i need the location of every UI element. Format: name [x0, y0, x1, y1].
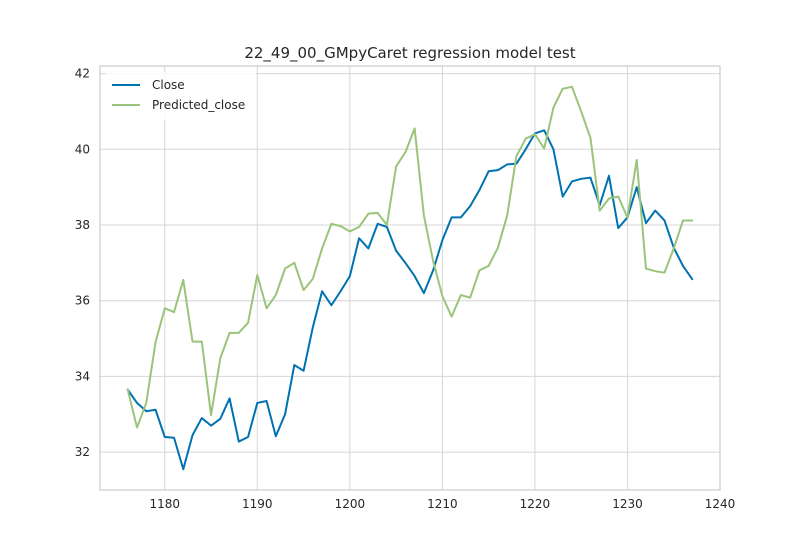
legend-label-predicted: Predicted_close	[152, 98, 245, 112]
y-tick-label: 32	[75, 445, 90, 459]
x-tick-label: 1200	[335, 497, 366, 511]
y-tick-label: 36	[75, 294, 90, 308]
series-line-predicted-close	[126, 85, 694, 429]
chart-title: 22_49_00_GMpyCaret regression model test	[244, 44, 575, 63]
legend: Close Predicted_close	[106, 72, 256, 120]
y-tick-label: 40	[75, 142, 90, 156]
legend-label-close: Close	[152, 78, 185, 92]
x-tick-label: 1190	[242, 497, 273, 511]
x-tick-label: 1240	[705, 497, 736, 511]
legend-box	[106, 72, 256, 120]
y-tick-label: 42	[75, 67, 90, 81]
y-tick-label: 34	[75, 369, 90, 383]
x-tick-label: 1220	[520, 497, 551, 511]
y-tick-label: 38	[75, 218, 90, 232]
y-axis-ticks: 32 34 36 38 40 42	[75, 67, 90, 460]
plot-area-frame	[99, 65, 721, 491]
x-tick-label: 1210	[427, 497, 458, 511]
x-axis-ticks: 1180 1190 1200 1210 1220 1230 1240	[150, 497, 736, 511]
x-tick-label: 1230	[612, 497, 643, 511]
x-tick-label: 1180	[150, 497, 181, 511]
series-layer	[126, 85, 694, 471]
